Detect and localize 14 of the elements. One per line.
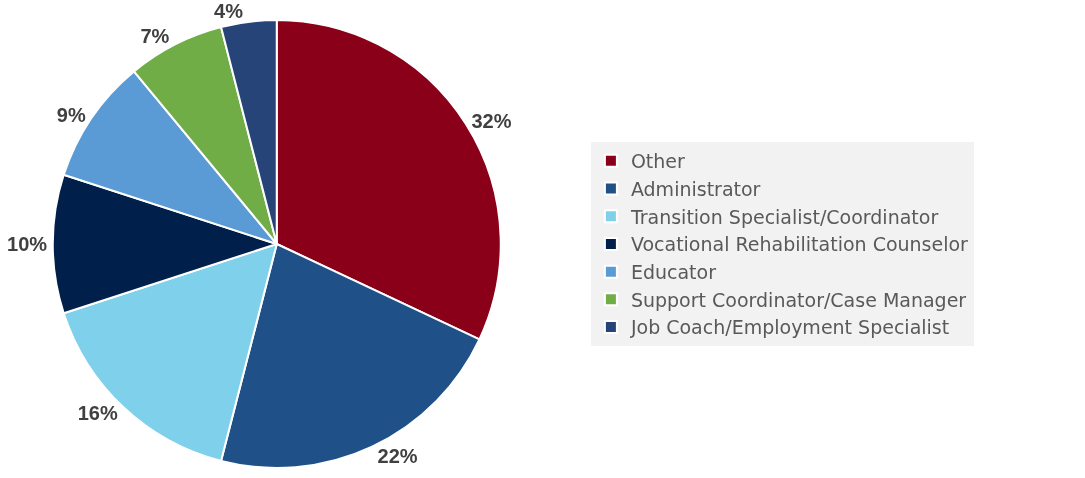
data-label: 9% xyxy=(56,103,86,126)
data-label: 7% xyxy=(140,24,170,47)
legend-label: Educator xyxy=(630,261,717,284)
data-label: 10% xyxy=(7,233,48,255)
legend-label: Support Coordinator/Case Manager xyxy=(630,288,967,311)
data-label: 16% xyxy=(77,402,118,425)
legend-label: Transition Specialist/Coordinator xyxy=(629,205,939,228)
legend-label: Other xyxy=(630,150,686,173)
legend-label: Vocational Rehabilitation Counselor xyxy=(630,233,969,256)
data-label: 32% xyxy=(471,109,512,132)
legend-label: Administrator xyxy=(630,177,761,200)
legend-label: Job Coach/Employment Specialist xyxy=(629,316,950,339)
data-label: 4% xyxy=(214,0,244,22)
data-label: 22% xyxy=(377,444,418,467)
